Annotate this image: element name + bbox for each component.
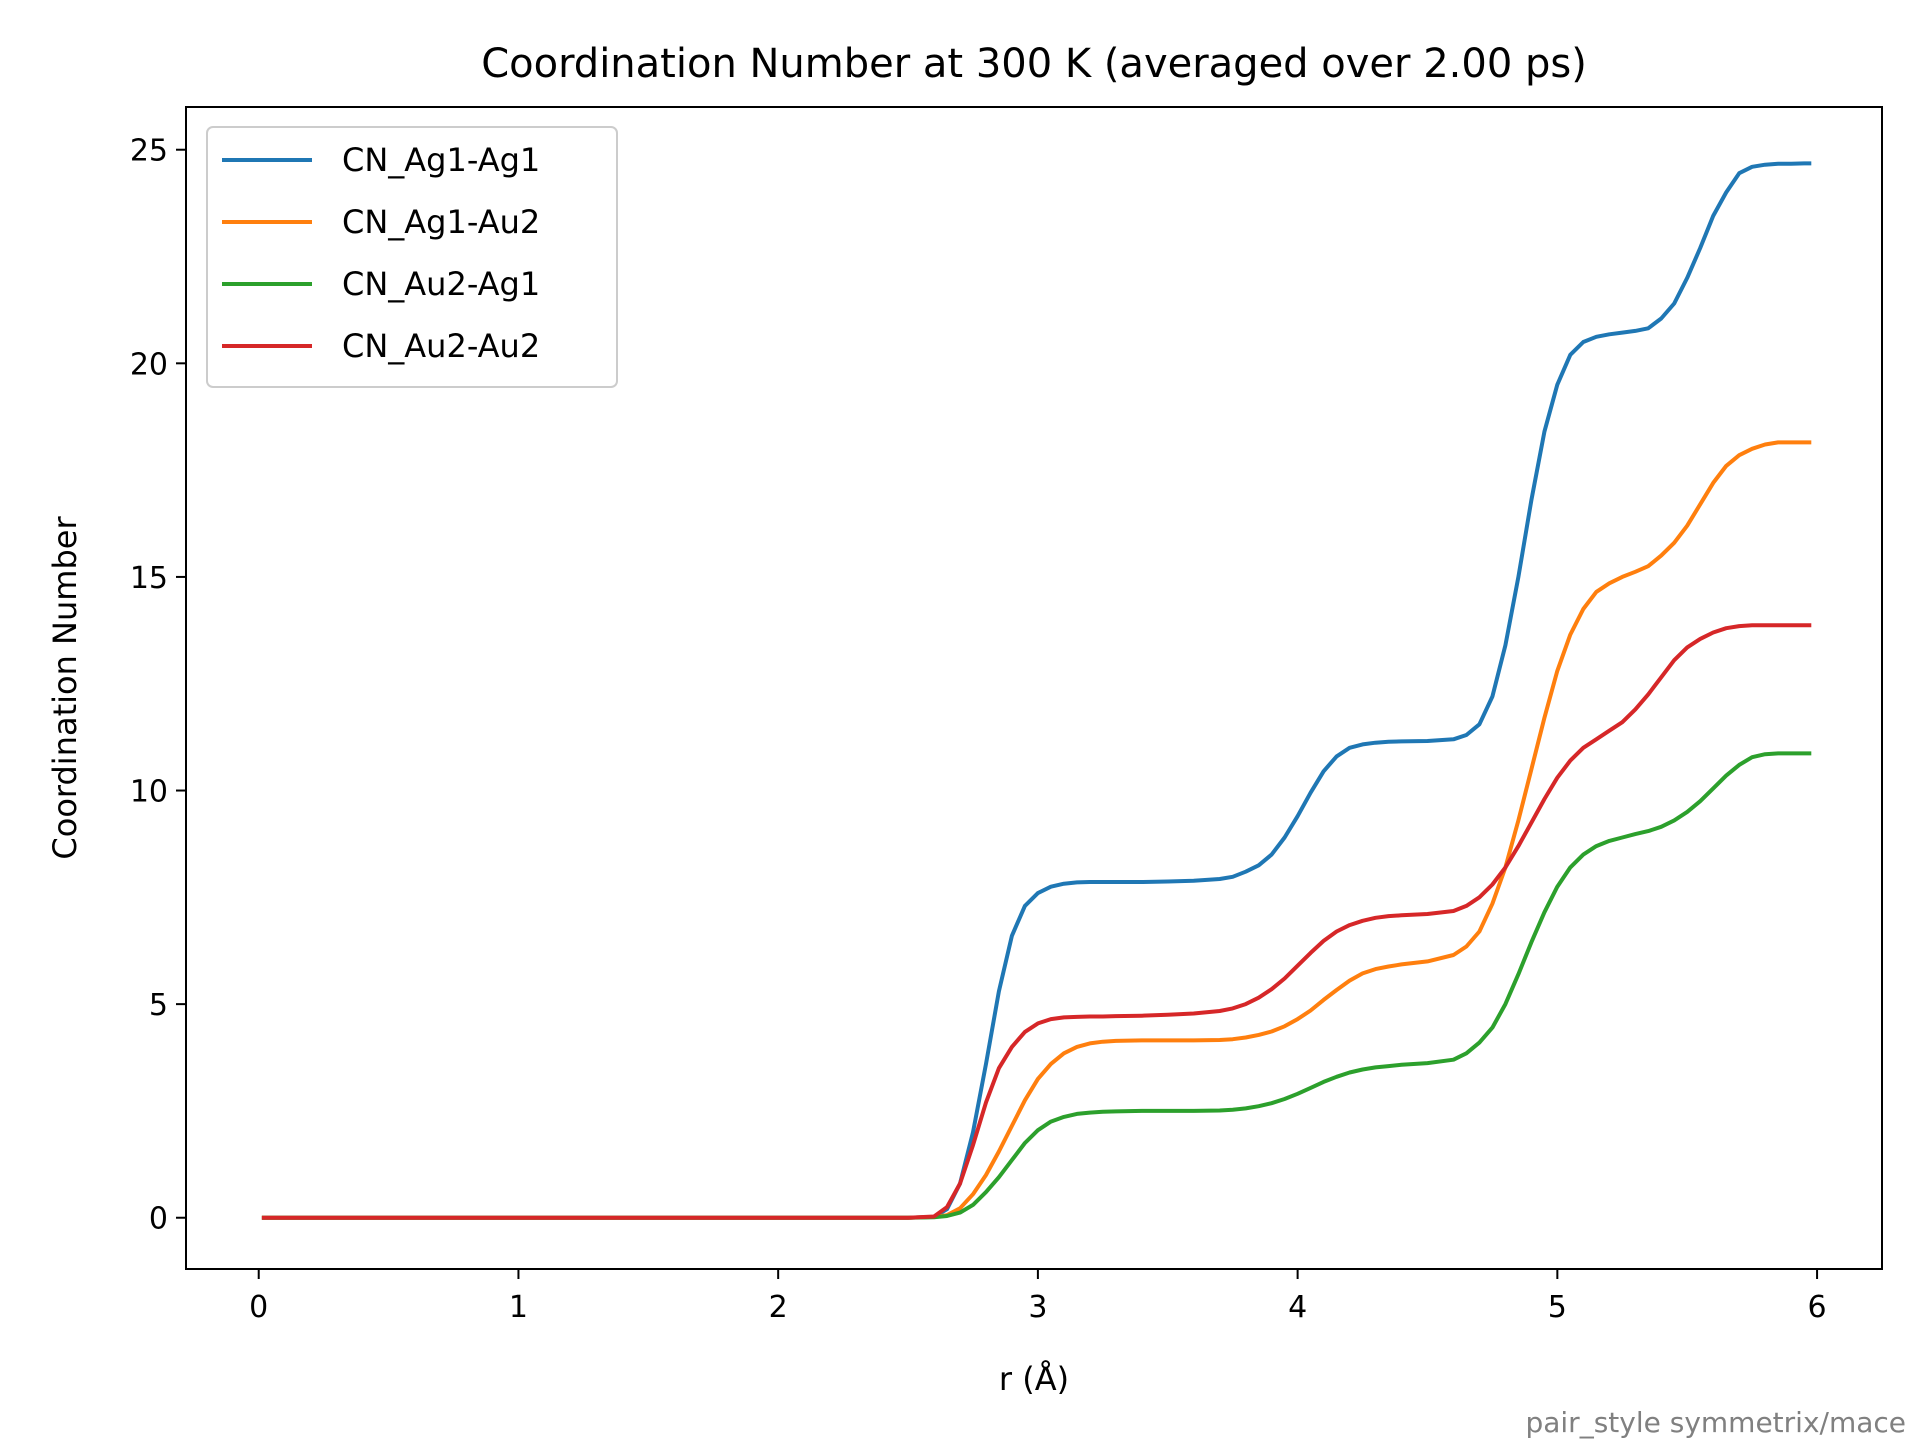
x-tick-label: 3 [1028, 1290, 1047, 1325]
legend-label-au2-au2: CN_Au2-Au2 [342, 327, 540, 365]
y-axis-ticks: 0 5 10 15 20 25 [130, 134, 186, 1237]
y-tick-label: 5 [149, 988, 168, 1023]
series-lines [261, 161, 1812, 1220]
legend-label-ag1-ag1: CN_Ag1-Ag1 [342, 141, 540, 179]
y-tick-label: 0 [149, 1202, 168, 1237]
series-line-cn-au2-au2 [261, 623, 1812, 1220]
y-axis-label: Coordination Number [46, 516, 84, 860]
x-tick-label: 2 [769, 1290, 788, 1325]
series-line-cn-au2-ag1 [261, 751, 1812, 1220]
legend-box [206, 126, 618, 388]
x-axis-ticks: 0 1 2 3 4 5 6 [249, 1269, 1827, 1325]
series-line-cn-ag1-au2 [261, 440, 1812, 1220]
x-tick-label: 5 [1548, 1290, 1567, 1325]
y-tick-label: 10 [130, 775, 168, 810]
y-tick-label: 25 [130, 134, 168, 169]
legend: CN_Ag1-Ag1 CN_Ag1-Au2 CN_Au2-Ag1 CN_Au2-… [206, 126, 618, 388]
legend-label-au2-ag1: CN_Au2-Ag1 [342, 265, 540, 303]
chart-title: Coordination Number at 300 K (averaged o… [481, 41, 1587, 87]
x-tick-label: 6 [1808, 1290, 1827, 1325]
x-axis-label: r (Å) [999, 1360, 1069, 1398]
footnote: pair_style symmetrix/mace [1525, 1406, 1906, 1439]
x-tick-label: 4 [1288, 1290, 1307, 1325]
x-tick-label: 0 [249, 1290, 268, 1325]
series-line-cn-ag1-ag1 [261, 161, 1812, 1220]
y-tick-label: 20 [130, 347, 168, 382]
x-tick-label: 1 [509, 1290, 528, 1325]
y-tick-label: 15 [130, 561, 168, 596]
legend-label-ag1-au2: CN_Ag1-Au2 [342, 203, 540, 241]
